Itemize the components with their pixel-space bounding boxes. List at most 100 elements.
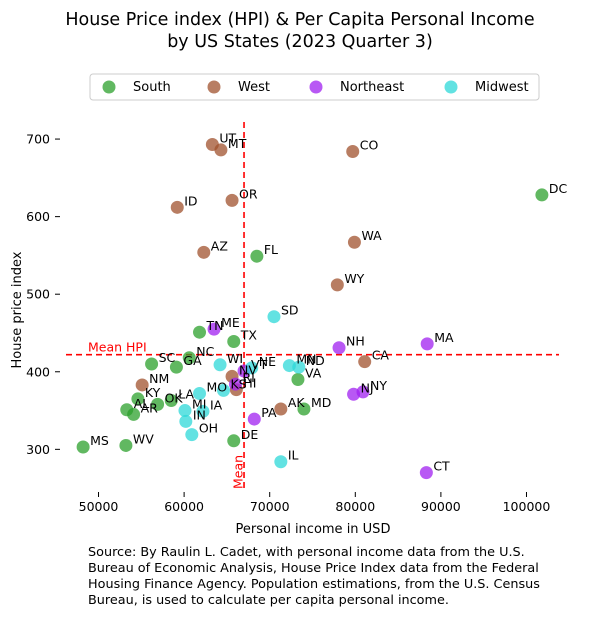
mean-hpi-label: Mean HPI	[88, 340, 147, 355]
point-label-ri: RI	[242, 370, 254, 385]
point-label-mi: MI	[192, 397, 206, 412]
point-label-ne: NE	[259, 354, 276, 369]
point-label-fl: FL	[264, 242, 278, 257]
point-northeast-me	[207, 322, 221, 336]
point-west-wy	[330, 278, 344, 292]
y-tick-label: 400	[26, 364, 50, 379]
point-label-sc: SC	[159, 350, 176, 365]
x-tick-label: 100000	[503, 499, 551, 514]
point-label-ut: UT	[219, 130, 236, 145]
point-south-md	[297, 402, 311, 416]
point-west-id	[170, 200, 184, 214]
point-south-ok	[151, 397, 165, 411]
scatter-chart: House Price index (HPI) & Per Capita Per…	[10, 10, 568, 537]
point-south-dc	[535, 188, 549, 202]
point-label-mt: MT	[228, 136, 247, 151]
reference-lines: Mean HPI Mean	[66, 122, 559, 492]
point-northeast-pa	[247, 412, 261, 426]
point-midwest-ia	[196, 404, 210, 418]
point-label-ia: IA	[210, 397, 223, 412]
point-label-hi: HI	[243, 376, 256, 391]
point-label-oh: OH	[199, 421, 218, 436]
point-label-ky: KY	[145, 385, 161, 400]
y-tick-label: 700	[26, 132, 50, 147]
point-west-wa	[347, 235, 361, 249]
x-tick-label: 60000	[164, 499, 204, 514]
point-label-al: AL	[134, 396, 150, 411]
point-label-la: LA	[178, 386, 194, 401]
point-label-pa: PA	[261, 405, 277, 420]
point-label-sd: SD	[281, 303, 299, 318]
point-northeast-nh	[332, 341, 346, 355]
point-label-nc: NC	[196, 344, 214, 359]
point-northeast-ct	[419, 466, 433, 480]
x-tick-label: 70000	[250, 499, 290, 514]
point-south-ms	[76, 440, 90, 454]
point-south-ky	[131, 392, 145, 406]
point-west-co	[346, 144, 360, 158]
point-label-me: ME	[221, 315, 240, 330]
point-south-tn	[193, 325, 207, 339]
point-midwest-il	[274, 455, 288, 469]
point-south-de	[227, 434, 241, 448]
point-label-wa: WA	[361, 228, 382, 243]
point-label-tn: TN	[206, 318, 224, 333]
x-tick-label: 90000	[421, 499, 461, 514]
point-northeast-ma	[420, 337, 434, 351]
point-label-ny: NY	[370, 378, 387, 393]
legend-label-northeast: Northeast	[340, 80, 404, 95]
y-axis-label: House price index	[10, 251, 25, 368]
point-northeast-nj	[347, 387, 361, 401]
point-south-va	[291, 373, 305, 387]
point-label-ms: MS	[90, 433, 109, 448]
point-label-nj: NJ	[361, 380, 374, 395]
point-south-sc	[145, 357, 159, 371]
point-label-ma: MA	[434, 330, 454, 345]
point-northeast-ri	[228, 377, 242, 391]
legend-marker-northeast	[309, 80, 323, 94]
point-label-or: OR	[239, 186, 258, 201]
chart-title-line-1: House Price index (HPI) & Per Capita Per…	[65, 10, 534, 30]
point-label-ca: CA	[372, 348, 390, 363]
point-midwest-in	[179, 414, 193, 428]
y-axis-ticks: 300 400 500 600 700	[26, 132, 60, 457]
point-label-nd: ND	[306, 353, 325, 368]
point-label-ak: AK	[288, 395, 306, 410]
point-label-nv: NV	[239, 362, 257, 377]
point-label-il: IL	[288, 448, 299, 463]
point-label-ok: OK	[165, 390, 184, 405]
legend-marker-south	[102, 80, 116, 94]
point-label-vt: VT	[251, 357, 268, 372]
point-west-mt	[214, 143, 228, 157]
y-tick-label: 600	[26, 209, 50, 224]
y-tick-label: 300	[26, 442, 50, 457]
point-label-va: VA	[305, 366, 322, 381]
x-tick-label: 50000	[79, 499, 119, 514]
point-label-nh: NH	[346, 334, 365, 349]
point-west-or	[225, 193, 239, 207]
point-midwest-ks	[216, 383, 230, 397]
point-label-de: DE	[241, 427, 259, 442]
point-label-az: AZ	[211, 238, 228, 253]
legend-marker-west	[207, 80, 221, 94]
point-midwest-oh	[185, 428, 199, 442]
point-midwest-nd	[292, 360, 306, 374]
point-label-wi: WI	[227, 351, 243, 366]
point-label-ar: AR	[141, 400, 159, 415]
point-label-id: ID	[184, 193, 197, 208]
point-west-nm	[135, 378, 149, 392]
x-axis-label: Personal income in USD	[236, 522, 391, 537]
point-label-wv: WV	[133, 431, 154, 446]
point-label-md: MD	[311, 395, 331, 410]
point-label-mn: MN	[296, 352, 316, 367]
point-south-nc	[182, 351, 196, 365]
source-note: Source: By Raulin L. Cadet, with persona…	[88, 545, 540, 608]
legend-label-south: South	[133, 80, 171, 95]
point-label-mo: MO	[207, 379, 228, 394]
x-axis-ticks: 50000 60000 70000 80000 90000 100000	[79, 492, 551, 514]
point-west-ak	[274, 402, 288, 416]
point-label-wy: WY	[344, 271, 364, 286]
point-label-dc: DC	[549, 181, 568, 196]
point-west-az	[197, 245, 211, 259]
